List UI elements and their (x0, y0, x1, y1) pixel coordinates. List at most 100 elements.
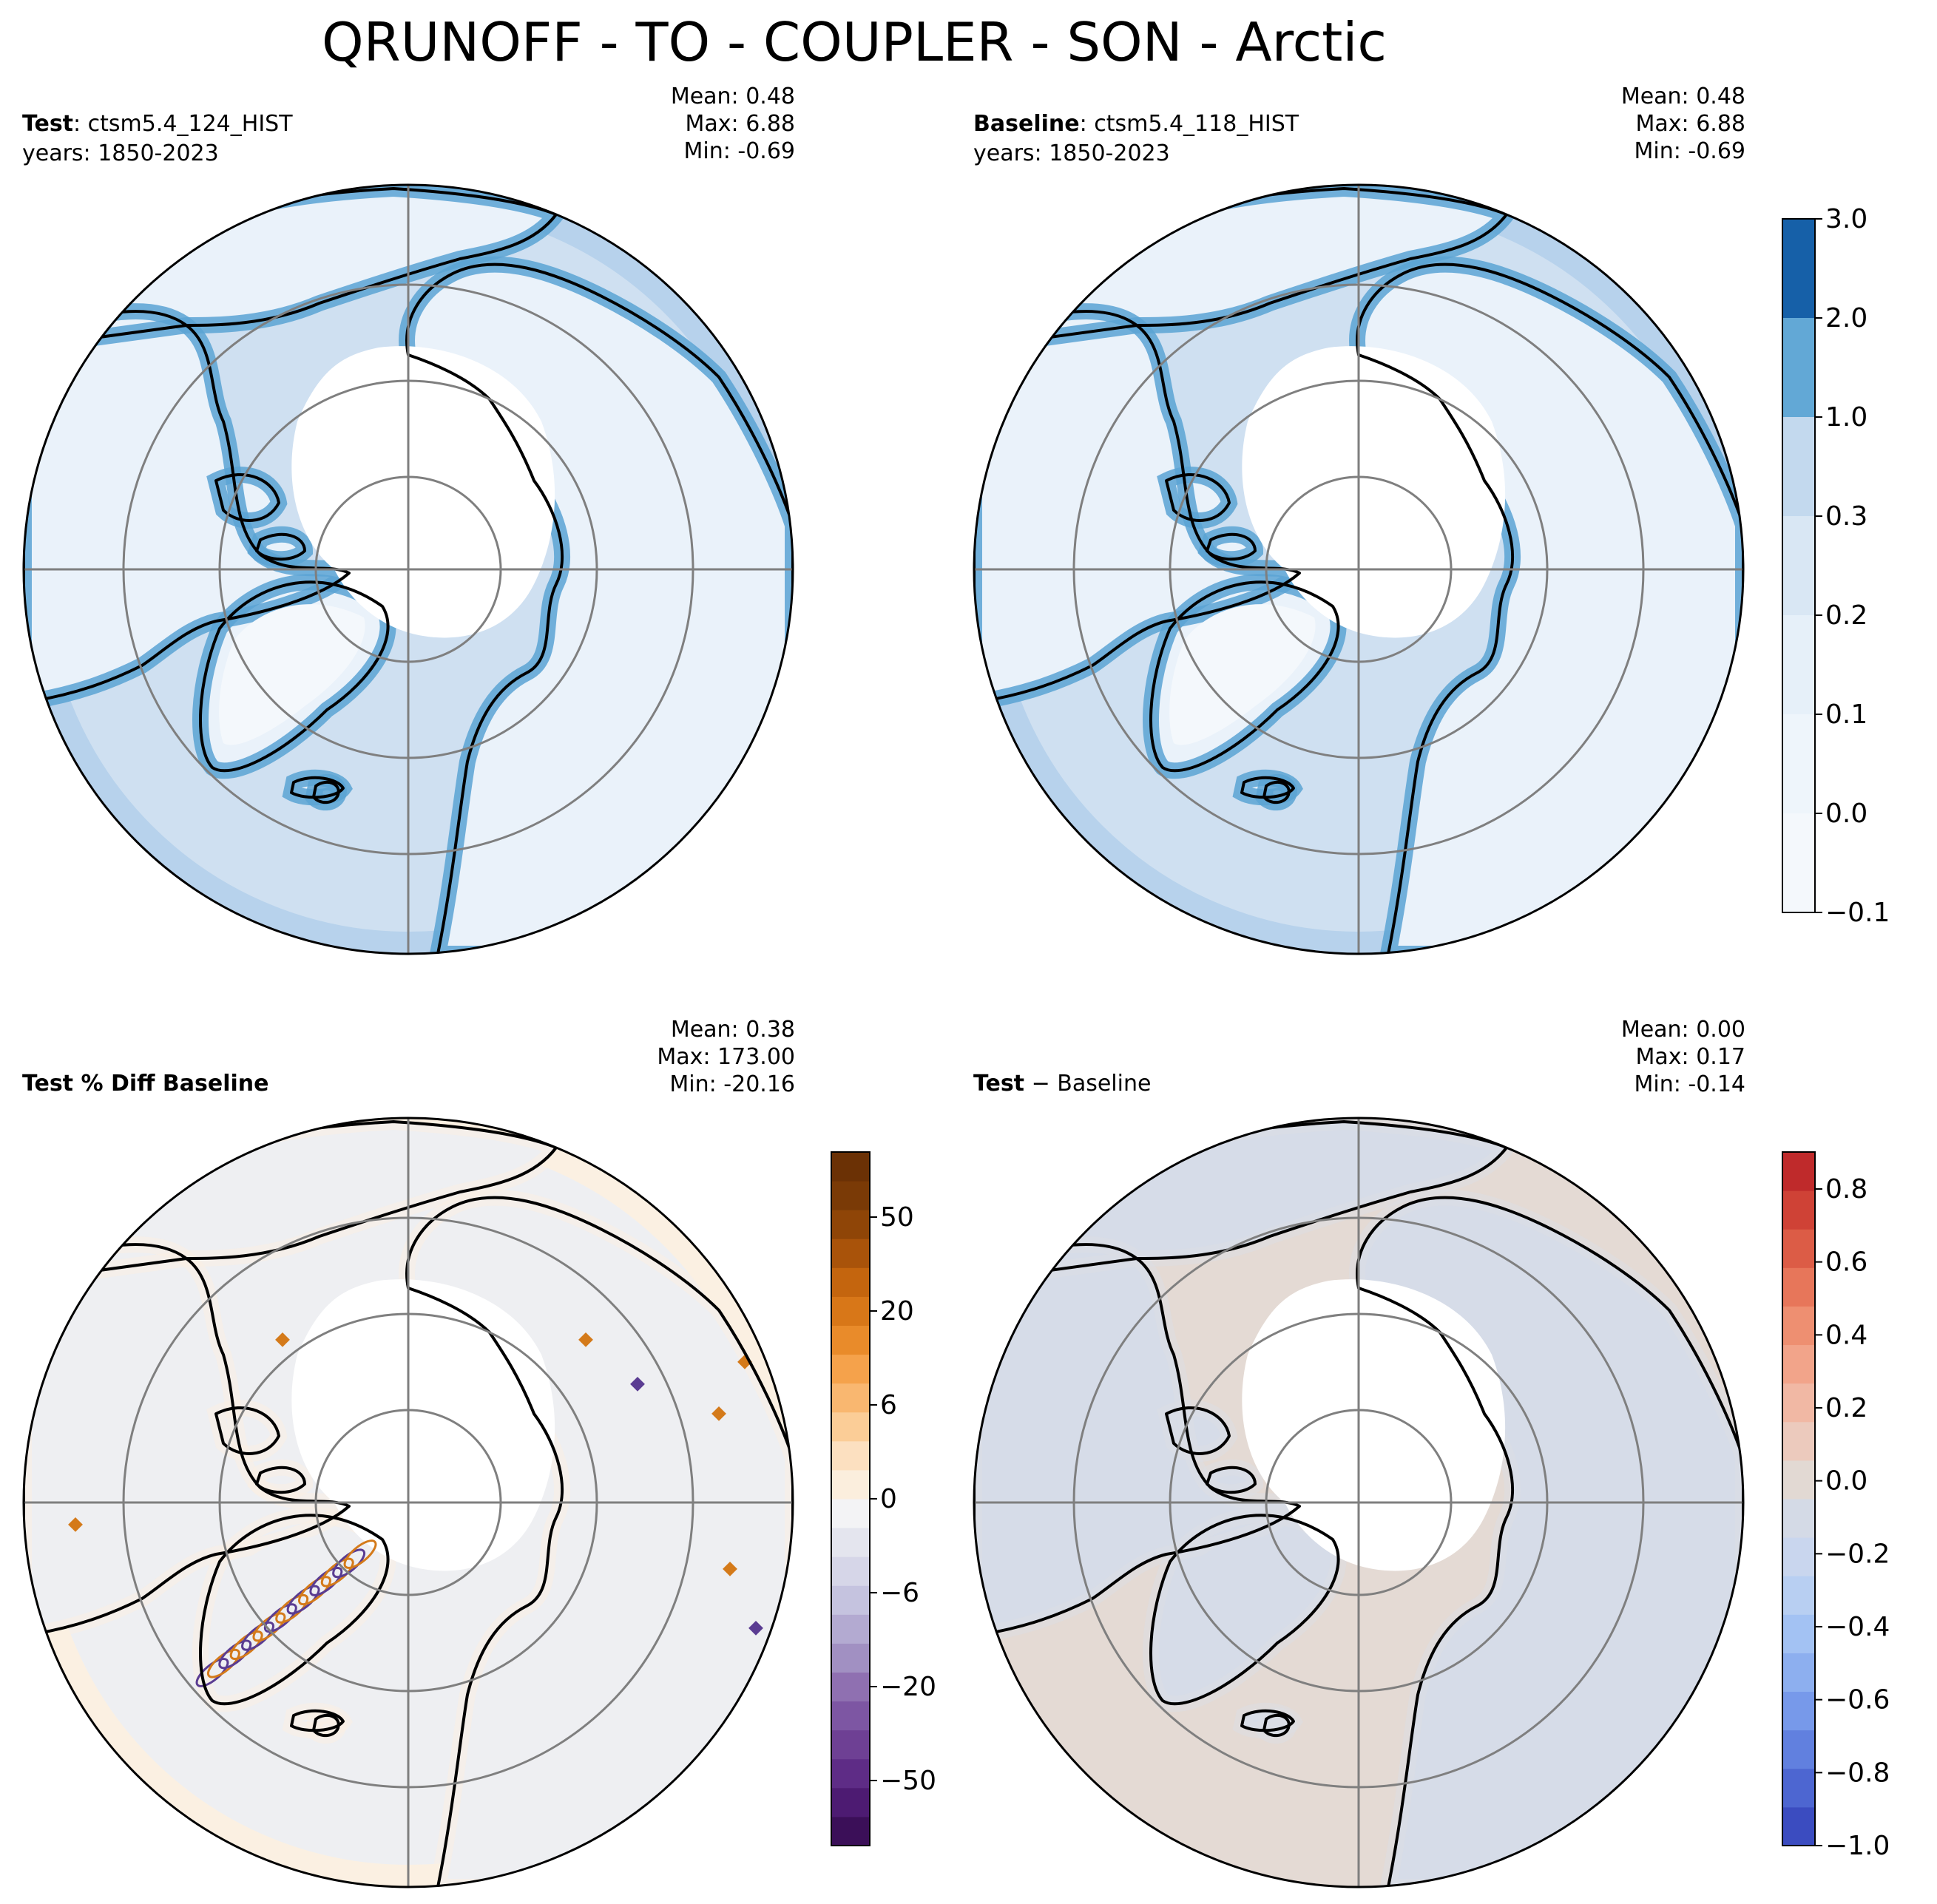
colorbar-tick-label: −0.1 (1825, 898, 1890, 928)
panel-test-years: years: 1850-2023 (22, 140, 219, 166)
colorbar-segment (831, 1585, 870, 1615)
anomaly-contour (275, 1593, 309, 1624)
colorbar-segment (1782, 714, 1815, 814)
panel-test-label-rest: : ctsm5.4_124_HIST (73, 111, 293, 137)
colorbar-tick-label: 20 (880, 1296, 914, 1327)
anomaly-contour (332, 1548, 366, 1579)
map-boundary (973, 1117, 1745, 1888)
colorbar-tick-label: 0.2 (1825, 1393, 1867, 1423)
anomaly-contour (252, 1612, 286, 1642)
colorbar-segment (1782, 417, 1815, 517)
colorbar-segment (831, 1758, 870, 1789)
panel-diff-label-bold: Test (973, 1071, 1024, 1097)
colorbar-frame (1782, 218, 1816, 913)
colorbar-tick-label: 1.0 (1825, 402, 1867, 433)
colorbar-tick-label: 6 (880, 1390, 897, 1420)
anomaly-contour (343, 1539, 377, 1569)
anomaly-contour (241, 1621, 274, 1651)
colorbar-segment (1782, 1460, 1815, 1500)
figure-title: QRUNOFF - TO - COUPLER - SON - Arctic (322, 11, 1387, 73)
colorbar-segment (831, 1325, 870, 1355)
panel-baseline-label-rest: : ctsm5.4_118_HIST (1080, 111, 1299, 137)
colorbar-segment (831, 1672, 870, 1702)
panel-diff-min: Min: -0.14 (1635, 1071, 1746, 1097)
colorbar-tick-label: −6 (880, 1578, 919, 1608)
map-graticule (974, 185, 1743, 954)
colorbar-tick-label: 50 (880, 1202, 914, 1233)
panel-diff-mean: Mean: 0.00 (1621, 1017, 1745, 1043)
pct-colorbar: 50 20 6 0 −6 −20 −50 (831, 1151, 936, 1846)
colorbar-frame (1782, 1151, 1816, 1846)
map-greenland-field (1169, 604, 1316, 745)
panel-diff-label-rest: − Baseline (1024, 1071, 1151, 1097)
panel-baseline: Baseline: ctsm5.4_118_HIST years: 1850-2… (973, 84, 1746, 955)
colorbar-segment (1782, 1499, 1815, 1538)
colorbar-segment (831, 1643, 870, 1673)
colorbar-segment (831, 1499, 870, 1528)
panel-baseline-min: Min: -0.69 (1635, 138, 1746, 164)
map-graticule (24, 1118, 793, 1887)
panel-pct-diff-map (22, 1117, 794, 1888)
map-greenland-field (1169, 1537, 1316, 1678)
colorbar-segment (1782, 1768, 1815, 1808)
colorbar-tick-label: −50 (880, 1766, 936, 1796)
panel-pct-diff-max: Max: 173.00 (657, 1044, 795, 1070)
colorbar-segment (1782, 516, 1815, 616)
panel-baseline-mean: Mean: 0.48 (1621, 84, 1745, 109)
panel-test-min: Min: -0.69 (684, 138, 796, 164)
anomaly-contour (229, 1630, 263, 1660)
colorbar-tick-label: 0.8 (1825, 1174, 1867, 1205)
colorbar-segment (831, 1152, 870, 1182)
anomaly-contour (206, 1648, 240, 1678)
colorbar-segment (831, 1816, 870, 1846)
panel-baseline-map (973, 183, 1745, 955)
panel-test-label-bold: Test (22, 111, 73, 137)
diff-colorbar: 0.8 0.6 0.4 0.2 0.0 −0.2 −0.4 −0.6 −0.8 −1.0 (1782, 1151, 1890, 1861)
panel-diff-map (973, 1117, 1745, 1888)
colorbar-segment (1782, 1306, 1815, 1346)
panel-pct-diff: Test % Diff Baseline Mean: 0.38 Max: 173… (22, 1017, 795, 1888)
panel-test: Test: ctsm5.4_124_HIST years: 1850-2023 … (22, 84, 796, 955)
colorbar-segment (1782, 1691, 1815, 1731)
colorbar-segment (1782, 1229, 1815, 1268)
colorbar-segment (831, 1267, 870, 1297)
colorbar-tick-label: −0.8 (1825, 1758, 1890, 1788)
svg-text:Baseline: ctsm5.4_118_HIST: Baseline: ctsm5.4_118_HIST (973, 111, 1299, 137)
colorbar-tick-label: 0 (880, 1484, 897, 1514)
colorbar-tick-label: 0.0 (1825, 799, 1867, 829)
anomaly-contour (320, 1557, 354, 1588)
colorbar-segment (831, 1383, 870, 1413)
map-ocean-field (1242, 346, 1506, 638)
map-graticule (24, 185, 793, 954)
colorbar-tick-label: −0.2 (1825, 1539, 1890, 1569)
panel-pct-diff-min: Min: -20.16 (669, 1071, 795, 1097)
anomaly-contour (263, 1603, 297, 1633)
map-graticule (974, 1118, 1743, 1887)
colorbar-segment (831, 1469, 870, 1500)
colorbar-segment (1782, 1152, 1815, 1191)
colorbar-segment (1782, 1190, 1815, 1230)
colorbar-segment (831, 1181, 870, 1210)
colorbar-segment (1782, 1614, 1815, 1653)
colorbar-segment (1782, 1576, 1815, 1615)
colorbar-segment (1782, 1421, 1815, 1461)
map-greenland-field (219, 1537, 365, 1678)
map-boundary (22, 183, 794, 955)
colorbar-tick-label: 2.0 (1825, 303, 1867, 333)
svg-text:Test − Baseline: Test − Baseline (973, 1071, 1151, 1097)
colorbar-tick-label: 0.3 (1825, 501, 1867, 532)
colorbar-tick-label: 0.4 (1825, 1320, 1867, 1350)
map-ocean-field (291, 346, 555, 638)
colorbar-segment (1782, 318, 1815, 418)
colorbar-segment (1782, 1267, 1815, 1307)
colorbar-tick-label: 0.0 (1825, 1466, 1867, 1497)
anomaly-contour (286, 1585, 320, 1615)
colorbar-tick-label: −1.0 (1825, 1831, 1890, 1861)
colorbar-segment (1782, 1344, 1815, 1384)
anomaly-contour (195, 1658, 229, 1687)
colorbar-segment (1782, 813, 1815, 913)
colorbar-segment (831, 1701, 870, 1731)
colorbar-tick-label: 0.1 (1825, 699, 1867, 730)
colorbar-tick-label: −20 (880, 1672, 936, 1702)
